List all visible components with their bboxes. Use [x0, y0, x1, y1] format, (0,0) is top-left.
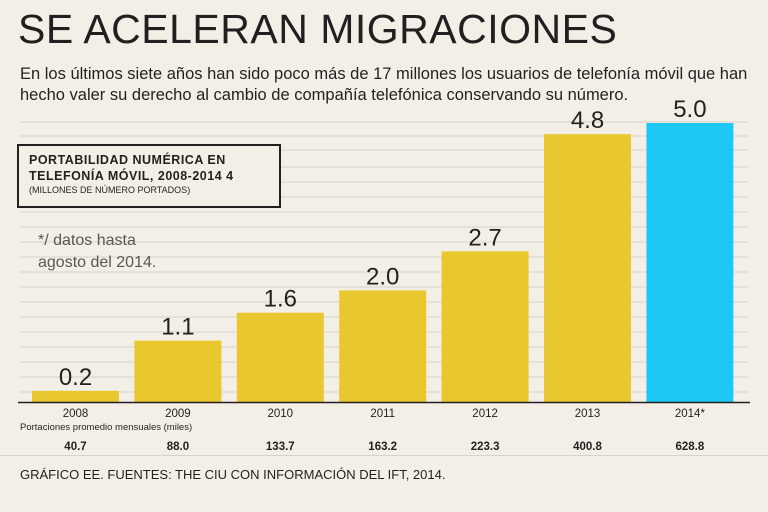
x-tick-label: 2014*: [675, 408, 706, 420]
bar-2011: [339, 290, 427, 402]
bar-value-label: 1.6: [264, 286, 297, 313]
monthly-average-value: 163.2: [368, 441, 397, 453]
bar-value-label: 2.0: [366, 263, 399, 290]
chart-title-line-1: PORTABILIDAD NUMÉRICA EN: [29, 153, 226, 167]
footnote-line-1: */ datos hasta: [38, 232, 136, 249]
source-footer: GRÁFICO EE. FUENTES: THE CIU CON INFORMA…: [20, 467, 446, 482]
x-tick-label: 2011: [370, 408, 395, 420]
x-tick-label: 2008: [63, 408, 89, 420]
bar-value-label: 4.8: [571, 107, 604, 134]
chart-legend-box: PORTABILIDAD NUMÉRICA EN TELEFONÍA MÓVIL…: [17, 144, 281, 208]
x-tick-label: 2010: [268, 408, 294, 420]
subtitle: En los últimos siete años han sido poco …: [20, 64, 750, 106]
bar-2010: [236, 312, 324, 402]
monthly-average-value: 400.8: [573, 441, 602, 453]
chart-units: (MILLONES DE NÚMERO PORTADOS): [29, 185, 191, 195]
monthly-average-label: Portaciones promedio mensuales (miles): [20, 422, 193, 433]
bar-value-label: 2.7: [468, 224, 501, 251]
bar-2008: [32, 390, 119, 402]
chart-title: PORTABILIDAD NUMÉRICA EN TELEFONÍA MÓVIL…: [29, 152, 279, 184]
x-tick-label: 2009: [165, 408, 191, 420]
bar-2013: [544, 134, 631, 402]
x-tick-label: 2012: [472, 408, 498, 420]
monthly-average-value: 628.8: [676, 441, 705, 453]
bar-2012: [441, 251, 529, 402]
monthly-average-value: 223.3: [471, 441, 500, 453]
footer-divider: [0, 455, 768, 456]
bar-2014: [646, 123, 734, 402]
subtitle-line-2: hecho valer su derecho al cambio de comp…: [20, 86, 629, 104]
subtitle-line-1: En los últimos siete años han sido poco …: [20, 65, 748, 83]
bar-value-label: 0.2: [59, 364, 92, 391]
monthly-average-value: 88.0: [167, 441, 189, 453]
page-title: SE ACELERAN MIGRACIONES: [18, 6, 618, 52]
chart-title-line-2: TELEFONÍA MÓVIL, 2008-2014 4: [29, 169, 234, 183]
bar-2009: [134, 340, 222, 402]
footnote-line-2: agosto del 2014.: [38, 254, 157, 271]
bar-value-label: 1.1: [161, 314, 194, 341]
bar-value-label: 5.0: [673, 96, 706, 123]
monthly-average-value: 40.7: [64, 441, 86, 453]
monthly-average-value: 133.7: [266, 441, 295, 453]
footnote: */ datos hasta agosto del 2014.: [38, 230, 156, 274]
x-tick-label: 2013: [575, 408, 601, 420]
